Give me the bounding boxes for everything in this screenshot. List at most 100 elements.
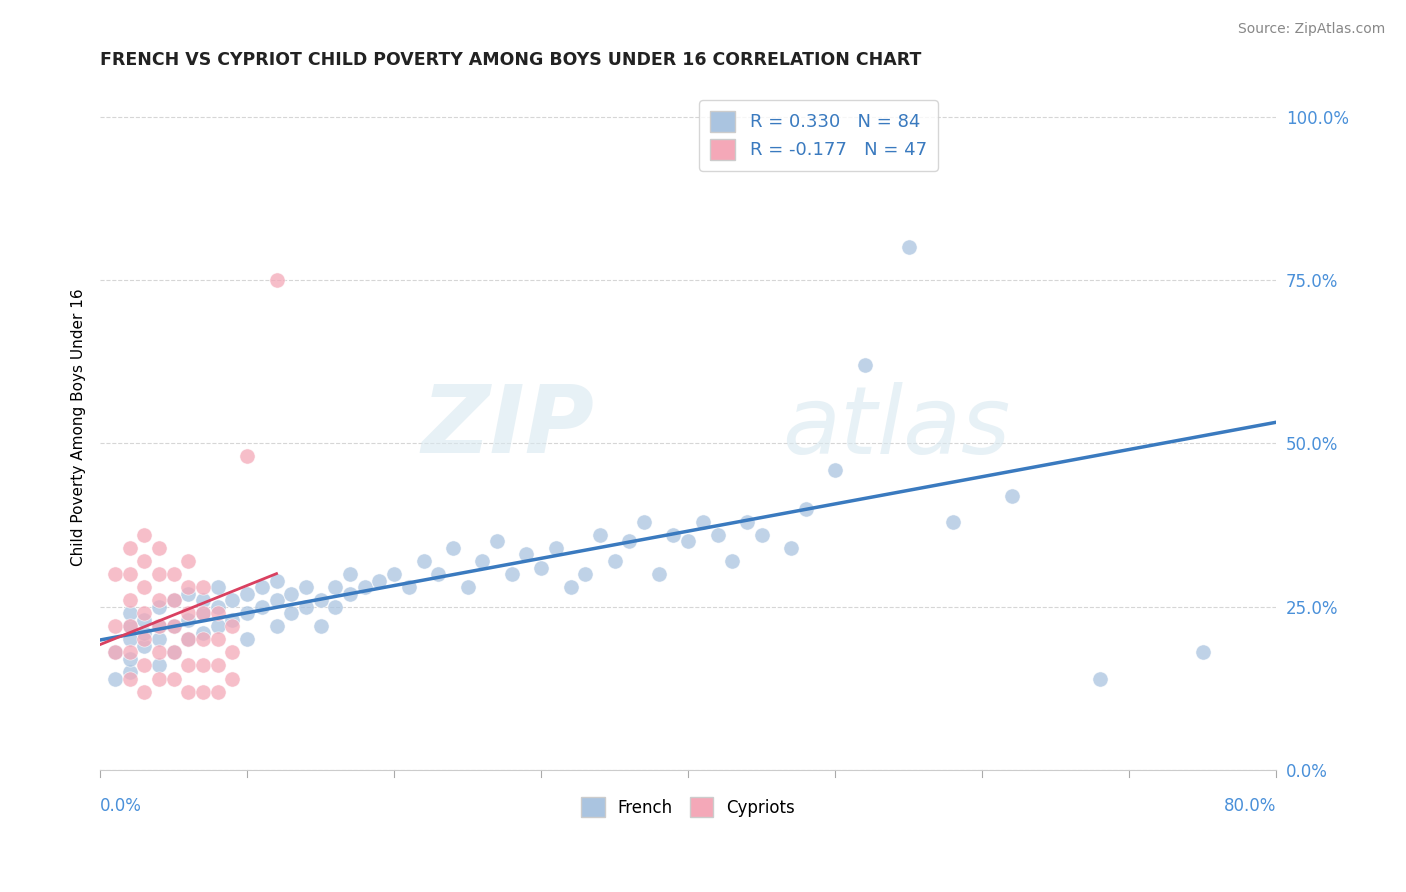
Point <box>221 613 243 627</box>
Point <box>134 632 156 647</box>
Point <box>191 593 214 607</box>
Point <box>706 528 728 542</box>
Point <box>897 240 920 254</box>
Point <box>118 619 141 633</box>
Point <box>751 528 773 542</box>
Point <box>544 541 567 555</box>
Point <box>530 560 553 574</box>
Point <box>280 606 302 620</box>
Point <box>250 599 273 614</box>
Point <box>118 652 141 666</box>
Text: Source: ZipAtlas.com: Source: ZipAtlas.com <box>1237 22 1385 37</box>
Text: ZIP: ZIP <box>422 381 595 473</box>
Point <box>134 580 156 594</box>
Point <box>648 567 671 582</box>
Point <box>574 567 596 582</box>
Point <box>603 554 626 568</box>
Point <box>207 619 229 633</box>
Point <box>118 672 141 686</box>
Point <box>148 619 170 633</box>
Point <box>221 645 243 659</box>
Point <box>148 541 170 555</box>
Point <box>191 632 214 647</box>
Y-axis label: Child Poverty Among Boys Under 16: Child Poverty Among Boys Under 16 <box>72 288 86 566</box>
Point <box>250 580 273 594</box>
Point <box>148 672 170 686</box>
Point <box>162 672 184 686</box>
Point <box>1088 672 1111 686</box>
Point <box>266 619 288 633</box>
Point <box>207 580 229 594</box>
Point <box>323 580 346 594</box>
Point <box>177 587 200 601</box>
Point <box>118 645 141 659</box>
Point <box>118 606 141 620</box>
Point <box>236 587 259 601</box>
Point <box>134 625 156 640</box>
Point <box>295 580 318 594</box>
Point <box>162 619 184 633</box>
Point <box>177 580 200 594</box>
Point <box>177 632 200 647</box>
Point <box>148 593 170 607</box>
Point <box>162 593 184 607</box>
Point <box>162 645 184 659</box>
Point <box>295 599 318 614</box>
Point <box>853 358 876 372</box>
Point <box>134 554 156 568</box>
Point <box>221 593 243 607</box>
Point <box>134 684 156 698</box>
Point <box>471 554 494 568</box>
Point <box>633 515 655 529</box>
Point <box>104 619 127 633</box>
Point <box>191 658 214 673</box>
Point <box>207 632 229 647</box>
Point <box>104 567 127 582</box>
Point <box>134 528 156 542</box>
Text: 80.0%: 80.0% <box>1223 797 1277 815</box>
Point <box>824 462 846 476</box>
Point <box>162 567 184 582</box>
Point <box>236 632 259 647</box>
Point <box>177 658 200 673</box>
Text: FRENCH VS CYPRIOT CHILD POVERTY AMONG BOYS UNDER 16 CORRELATION CHART: FRENCH VS CYPRIOT CHILD POVERTY AMONG BO… <box>100 51 921 69</box>
Point <box>148 645 170 659</box>
Point <box>780 541 803 555</box>
Point <box>589 528 612 542</box>
Point <box>221 672 243 686</box>
Point <box>118 619 141 633</box>
Point <box>309 593 332 607</box>
Text: 0.0%: 0.0% <box>100 797 142 815</box>
Point <box>134 639 156 653</box>
Point <box>353 580 375 594</box>
Point <box>177 554 200 568</box>
Point <box>134 658 156 673</box>
Point <box>191 684 214 698</box>
Point <box>721 554 744 568</box>
Point <box>207 599 229 614</box>
Point <box>118 541 141 555</box>
Point <box>207 658 229 673</box>
Point <box>148 619 170 633</box>
Point <box>118 567 141 582</box>
Point <box>104 645 127 659</box>
Point <box>619 534 641 549</box>
Point <box>676 534 699 549</box>
Point <box>339 567 361 582</box>
Point <box>177 632 200 647</box>
Point <box>162 619 184 633</box>
Point <box>191 606 214 620</box>
Point <box>148 632 170 647</box>
Point <box>177 613 200 627</box>
Point <box>339 587 361 601</box>
Point <box>368 574 391 588</box>
Point <box>104 672 127 686</box>
Point <box>118 665 141 679</box>
Point <box>427 567 450 582</box>
Point <box>236 450 259 464</box>
Point <box>735 515 758 529</box>
Point <box>148 567 170 582</box>
Point <box>148 658 170 673</box>
Point <box>515 548 537 562</box>
Point <box>560 580 582 594</box>
